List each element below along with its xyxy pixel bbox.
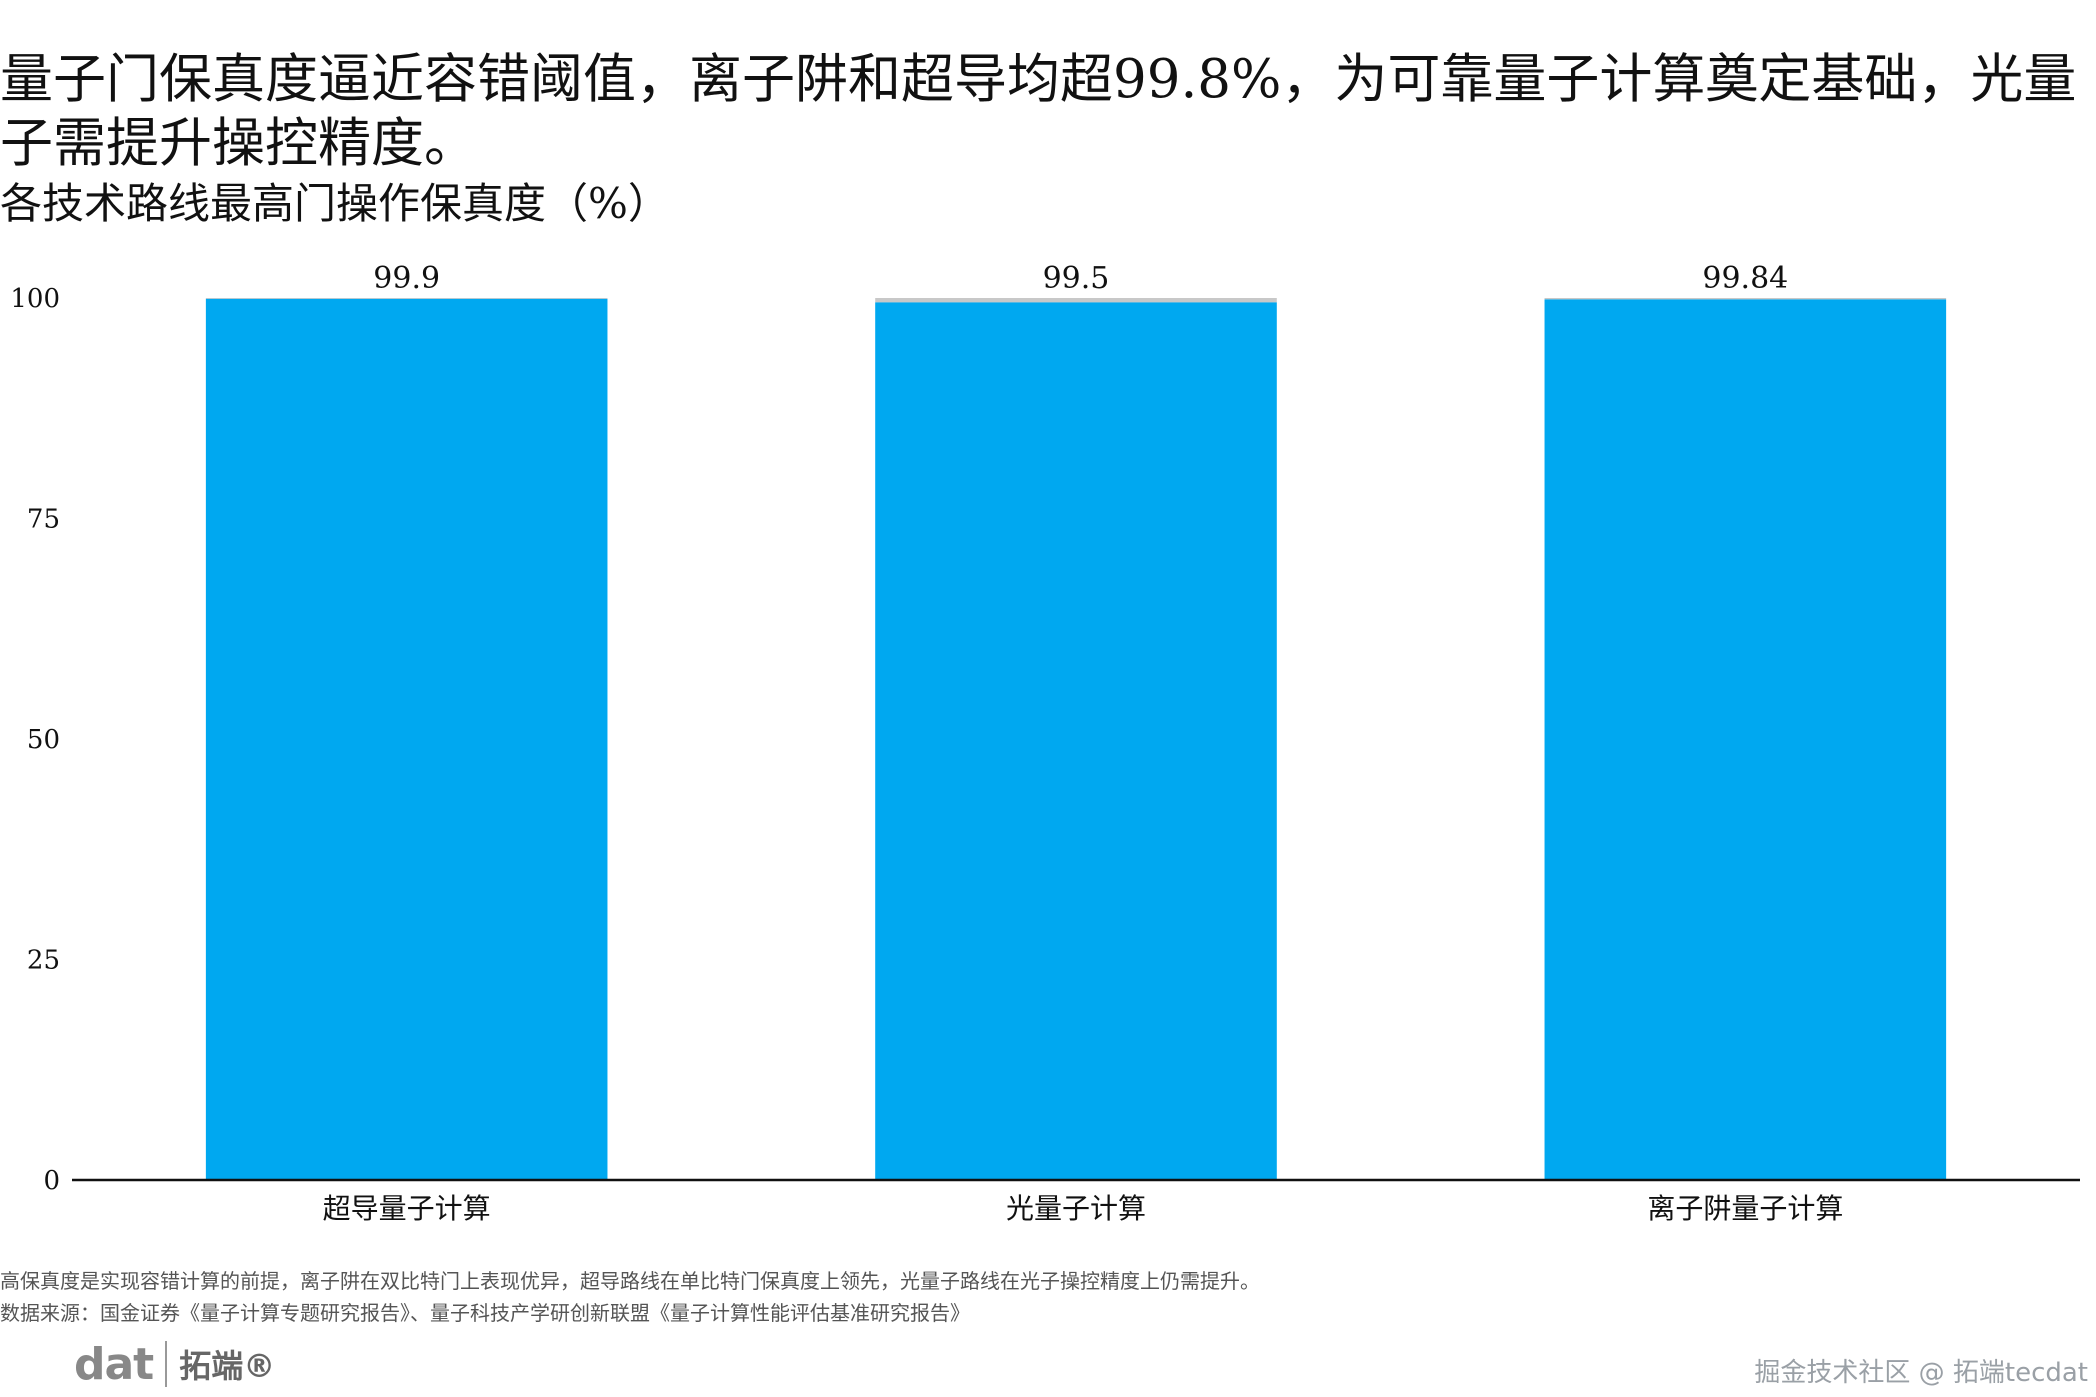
bar-remainder: [1544, 298, 1947, 300]
logo-divider: [165, 1341, 168, 1387]
bar-value-label: 99.5: [1043, 261, 1110, 296]
brand-logo: tecdat 拓端®: [0, 1332, 276, 1397]
x-tick-label: 超导量子计算: [323, 1192, 491, 1225]
bar-chart: 0 25 50 75 100 99.9 99.5 99.84 超导量子计算 光量子计算 离子阱量…: [10, 261, 2080, 1225]
bar-value-label: 99.9: [373, 261, 440, 296]
chart-title: 各技术路线最高门操作保真度（%）: [0, 179, 670, 228]
x-tick-label: 离子阱量子计算: [1647, 1192, 1843, 1225]
bars: [205, 298, 1947, 1181]
y-tick-label: 25: [27, 946, 60, 976]
headline: 量子门保真度逼近容错阈值，离子阱和超导均超99.8%，为可靠量子计算奠定基础，光…: [0, 49, 2077, 174]
watermark: 掘金技术社区 @ 拓端tecdat: [1754, 1358, 2088, 1388]
x-tick-label: 光量子计算: [1006, 1192, 1146, 1225]
y-tick-label: 0: [43, 1166, 60, 1196]
bar: [205, 298, 608, 1181]
y-axis-ticks: 0 25 50 75 100: [10, 284, 60, 1196]
bar-value-labels: 99.9 99.5 99.84: [373, 261, 1788, 296]
bar-remainder: [875, 298, 1277, 303]
y-tick-label: 50: [27, 725, 60, 755]
y-tick-label: 100: [10, 284, 60, 314]
bar-remainder: [205, 298, 608, 299]
y-tick-label: 75: [27, 505, 60, 535]
chart-note: 高保真度是实现容错计算的前提，离子阱在双比特门上表现优异，超导路线在单比特门保真…: [0, 1269, 1260, 1293]
x-axis-ticks: 超导量子计算 光量子计算 离子阱量子计算: [323, 1192, 1844, 1225]
bar-value-label: 99.84: [1702, 261, 1788, 296]
logo-text: 拓端®: [179, 1347, 276, 1385]
data-source: 数据来源：国金证券《量子计算专题研究报告》、量子科技产学研创新联盟《量子计算性能…: [0, 1301, 970, 1325]
bar: [875, 302, 1277, 1180]
bar: [1544, 299, 1947, 1180]
tecdat-logo-icon: tecdat: [0, 1332, 154, 1397]
